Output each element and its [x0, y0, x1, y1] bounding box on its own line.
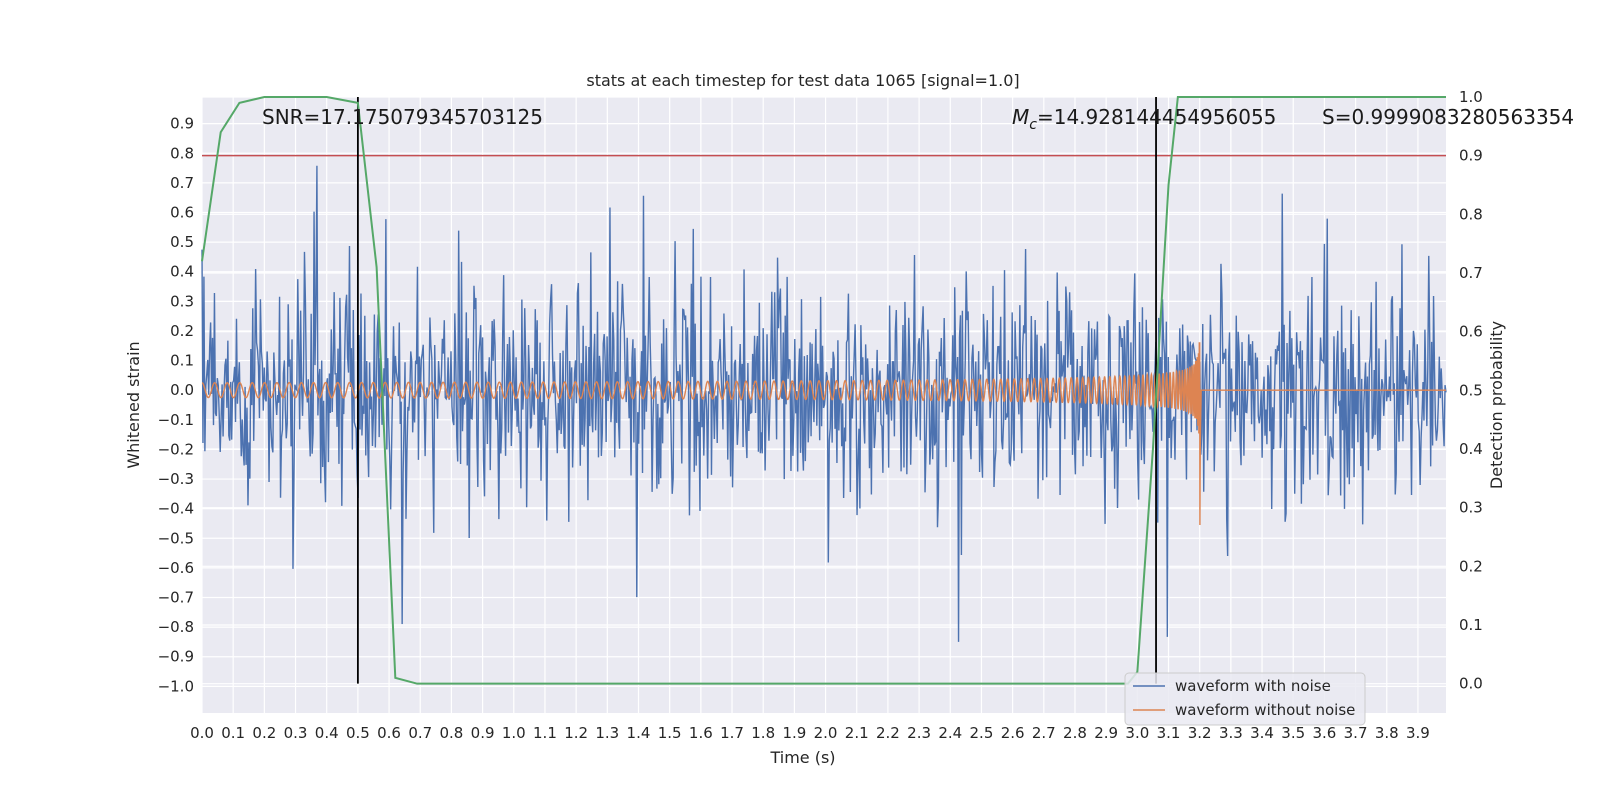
x-tick-label: 2.9: [1094, 724, 1118, 742]
y-left-tick-label: 0.4: [170, 263, 194, 281]
x-tick-label: 0.3: [284, 724, 308, 742]
series-detection-probability: [201, 96, 1446, 685]
y-left-tick-label: −0.9: [158, 648, 194, 666]
y-right-tick-label: 0.7: [1459, 264, 1483, 282]
x-tick-label: 2.5: [970, 724, 994, 742]
x-tick-label: 1.2: [564, 724, 588, 742]
noise-line: [201, 165, 1447, 642]
y-right-tick-label: 0.4: [1459, 440, 1483, 458]
y-right-tick-label: 0.6: [1459, 323, 1483, 341]
y-left-tick-label: 0.2: [170, 322, 194, 340]
snr-annotation: SNR=17.175079345703125: [262, 105, 543, 129]
x-tick-label: 2.3: [907, 724, 931, 742]
x-tick-label: 1.6: [689, 724, 713, 742]
y-left-tick-label: 0.7: [170, 174, 194, 192]
chirp-mass-annotation: Mc=14.928144454956055: [1012, 105, 1276, 133]
x-tick-label: 2.1: [845, 724, 869, 742]
x-tick-label: 1.0: [502, 724, 526, 742]
x-tick-label: 1.8: [751, 724, 775, 742]
x-tick-label: 2.2: [876, 724, 900, 742]
x-tick-label: 3.2: [1188, 724, 1212, 742]
x-tick-label: 0.5: [346, 724, 370, 742]
x-tick-label: 1.4: [627, 724, 651, 742]
x-tick-label: 3.7: [1344, 724, 1368, 742]
x-tick-label: 3.5: [1281, 724, 1305, 742]
s-annotation: S=0.9999083280563354: [1322, 105, 1574, 129]
legend-label-noise: waveform with noise: [1175, 677, 1331, 695]
y-right-tick-label: 0.2: [1459, 557, 1483, 575]
y-left-tick-label: −0.8: [158, 618, 194, 636]
x-tick-label: 1.7: [720, 724, 744, 742]
x-tick-label: 0.2: [252, 724, 276, 742]
y-left-tick-label: 0.6: [170, 204, 194, 222]
x-tick-label: 3.1: [1157, 724, 1181, 742]
x-tick-label: 0.6: [377, 724, 401, 742]
x-tick-label: 3.0: [1125, 724, 1149, 742]
chirp-line: [201, 342, 1446, 526]
legend-box: [1124, 672, 1366, 726]
y-left-tick-label: −0.5: [158, 529, 194, 547]
legend: waveform with noise waveform without noi…: [1124, 672, 1366, 726]
y-right-tick-label: 1.0: [1459, 88, 1483, 106]
y-right-tick-labels: 1.0 0.9 0.8 0.7 0.6 0.5 0.4 0.3 0.2 0.1 0.0: [1459, 88, 1483, 693]
y-left-tick-label: 0.8: [170, 144, 194, 162]
x-tick-label: 0.1: [221, 724, 245, 742]
y-left-tick-label: −1.0: [158, 677, 194, 695]
x-tick-label: 2.6: [1001, 724, 1025, 742]
series-waveform-without-noise: [201, 342, 1446, 526]
y-left-tick-label: 0.9: [170, 115, 194, 133]
x-tick-label: 3.9: [1406, 724, 1430, 742]
x-axis-label: Time (s): [769, 748, 835, 767]
chirp-mass-value: =14.928144454956055: [1037, 105, 1276, 129]
y-left-tick-label: 0.1: [170, 352, 194, 370]
y-left-tick-label: 0.3: [170, 292, 194, 310]
y-left-tick-labels: 0.9 0.8 0.7 0.6 0.5 0.4 0.3 0.2 0.1 0.0 −0.1 −0.2 −0…: [158, 115, 194, 696]
x-tick-labels: 0.0 0.1 0.2 0.3 0.4 0.5 0.6 0.7 0.8 0.9 1.0 1.1 1.2 1…: [190, 724, 1430, 742]
x-tick-label: 0.8: [439, 724, 463, 742]
y-right-tick-label: 0.3: [1459, 499, 1483, 517]
x-tick-label: 3.4: [1250, 724, 1274, 742]
probability-line: [201, 96, 1446, 685]
y-right-tick-label: 0.0: [1459, 675, 1483, 693]
x-tick-label: 0.0: [190, 724, 214, 742]
x-tick-label: 1.5: [658, 724, 682, 742]
y-right-tick-label: 0.1: [1459, 616, 1483, 634]
x-tick-label: 2.0: [814, 724, 838, 742]
x-tick-label: 0.4: [315, 724, 339, 742]
y-left-tick-label: 0.5: [170, 233, 194, 251]
x-tick-label: 3.6: [1312, 724, 1336, 742]
chirp-mass-subscript: c: [1029, 117, 1037, 133]
chart-title: stats at each timestep for test data 106…: [586, 71, 1019, 90]
x-tick-label: 0.9: [471, 724, 495, 742]
y-left-tick-label: −0.2: [158, 440, 194, 458]
x-tick-label: 1.3: [595, 724, 619, 742]
x-tick-label: 3.8: [1375, 724, 1399, 742]
chirp-mass-symbol: M: [1012, 105, 1029, 129]
y-right-tick-label: 0.9: [1459, 147, 1483, 165]
x-tick-label: 1.9: [782, 724, 806, 742]
y-left-tick-label: 0.0: [170, 381, 194, 399]
x-tick-label: 2.7: [1032, 724, 1056, 742]
x-tick-label: 2.8: [1063, 724, 1087, 742]
y-right-tick-label: 0.5: [1459, 381, 1483, 399]
y-left-tick-label: −0.1: [158, 411, 194, 429]
x-tick-label: 2.4: [938, 724, 962, 742]
y-right-tick-label: 0.8: [1459, 205, 1483, 223]
x-tick-label: 1.1: [533, 724, 557, 742]
x-tick-label: 0.7: [408, 724, 432, 742]
x-tick-label: 3.3: [1219, 724, 1243, 742]
y-left-tick-label: −0.4: [158, 500, 194, 518]
y-left-tick-label: −0.6: [158, 559, 194, 577]
series-waveform-with-noise: [201, 165, 1447, 642]
legend-label-chirp: waveform without noise: [1175, 701, 1355, 719]
y-left-axis-label: Whitened strain: [124, 341, 143, 468]
y-right-axis-label: Detection probability: [1487, 321, 1506, 489]
y-left-tick-label: −0.7: [158, 589, 194, 607]
y-left-tick-label: −0.3: [158, 470, 194, 488]
